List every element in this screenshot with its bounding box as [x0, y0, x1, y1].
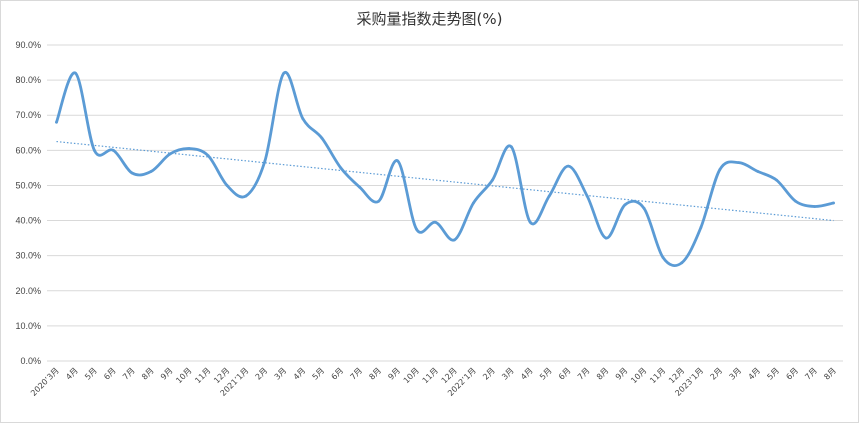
x-tick-label: 6月 [557, 366, 573, 382]
data-point [547, 194, 551, 198]
x-tick-label: 7月 [803, 366, 819, 382]
data-point [301, 117, 305, 121]
data-point [339, 166, 343, 170]
data-point [737, 161, 741, 165]
data-point [794, 199, 798, 203]
x-tick-label: 2月 [254, 366, 270, 382]
x-tick-label: 7月 [576, 366, 592, 382]
x-tick-label: 9月 [614, 366, 630, 382]
data-point [149, 170, 153, 173]
trendline [56, 140, 834, 222]
y-tick-label: 70.0% [15, 110, 41, 120]
x-tick-label: 5月 [311, 366, 327, 382]
data-point [528, 220, 532, 224]
y-tick-label: 40.0% [15, 216, 41, 226]
chart-title: 采购量指数走势图(%) [356, 10, 503, 28]
data-point [320, 136, 324, 140]
series-line [55, 71, 835, 267]
y-tick-label: 90.0% [15, 40, 41, 50]
data-point [396, 159, 400, 163]
x-tick-label: 7月 [121, 366, 137, 382]
x-tick-label: 10月 [174, 366, 193, 385]
x-tick-label: 2020’3月 [29, 366, 61, 398]
data-point [225, 184, 229, 187]
x-tick-label: 10月 [402, 366, 421, 385]
y-tick-label: 30.0% [15, 251, 41, 261]
x-tick-label: 6月 [784, 366, 800, 382]
y-axis-ticks: 0.0% 10.0% 20.0% 30.0% 40.0% 50.0% 60.0% 70.0% 8… [15, 40, 41, 366]
x-tick-label: 5月 [765, 366, 781, 382]
y-tick-label: 0.0% [20, 356, 41, 366]
y-tick-label: 80.0% [15, 75, 41, 85]
data-point [92, 148, 96, 152]
x-tick-label: 8月 [822, 366, 838, 382]
data-point [472, 201, 475, 205]
x-tick-label: 4月 [64, 366, 80, 382]
x-tick-label: 10月 [629, 366, 648, 385]
x-tick-label: 6月 [330, 366, 346, 382]
data-point [453, 238, 456, 242]
data-point [756, 170, 760, 173]
x-tick-label: 9月 [386, 366, 402, 382]
y-tick-label: 10.0% [15, 321, 41, 331]
data-points [55, 71, 835, 265]
x-tick-label: 4月 [292, 366, 308, 382]
x-tick-label: 7月 [349, 366, 365, 382]
data-point [244, 194, 248, 198]
data-point [642, 206, 646, 210]
y-tick-label: 20.0% [15, 286, 41, 296]
y-tick-label: 60.0% [15, 145, 41, 155]
data-point [813, 205, 816, 208]
x-tick-label: 3月 [273, 366, 289, 382]
data-point [490, 178, 494, 182]
x-tick-label: 11月 [421, 366, 440, 385]
data-point [206, 154, 210, 158]
x-tick-label: 6月 [102, 366, 118, 382]
x-tick-label: 5月 [538, 366, 554, 382]
data-point [566, 164, 570, 168]
x-tick-label: 8月 [367, 366, 383, 382]
data-point [358, 185, 362, 189]
x-tick-label: 2月 [481, 366, 497, 382]
data-point [263, 159, 267, 163]
x-tick-label: 11月 [193, 366, 212, 385]
data-point [415, 227, 418, 231]
x-tick-label: 3月 [500, 366, 516, 382]
data-point [699, 226, 703, 229]
data-point [585, 194, 589, 198]
data-point [377, 199, 381, 203]
data-point [832, 201, 835, 205]
gridlines [47, 44, 843, 362]
data-point [434, 220, 437, 224]
data-point [604, 236, 608, 240]
data-point [130, 171, 134, 175]
data-point [55, 120, 58, 124]
data-point [623, 203, 627, 207]
data-point [775, 178, 779, 182]
data-point [661, 256, 665, 259]
x-tick-label: 8月 [595, 366, 611, 382]
x-tick-label: 3月 [728, 366, 744, 382]
x-tick-label: 5月 [83, 366, 99, 382]
x-tick-label: 4月 [747, 366, 763, 382]
data-point [718, 168, 722, 172]
x-tick-label: 2月 [709, 366, 725, 382]
x-tick-label: 4月 [519, 366, 535, 382]
data-point [168, 152, 172, 156]
data-point [187, 147, 191, 150]
data-point [74, 71, 77, 75]
y-tick-label: 50.0% [15, 180, 41, 190]
data-point [509, 145, 513, 149]
x-tick-label: 9月 [159, 366, 175, 382]
x-tick-label: 11月 [648, 366, 667, 385]
data-point [282, 71, 286, 75]
data-point [680, 261, 684, 265]
data-point [111, 148, 115, 152]
x-tick-label: 8月 [140, 366, 156, 382]
